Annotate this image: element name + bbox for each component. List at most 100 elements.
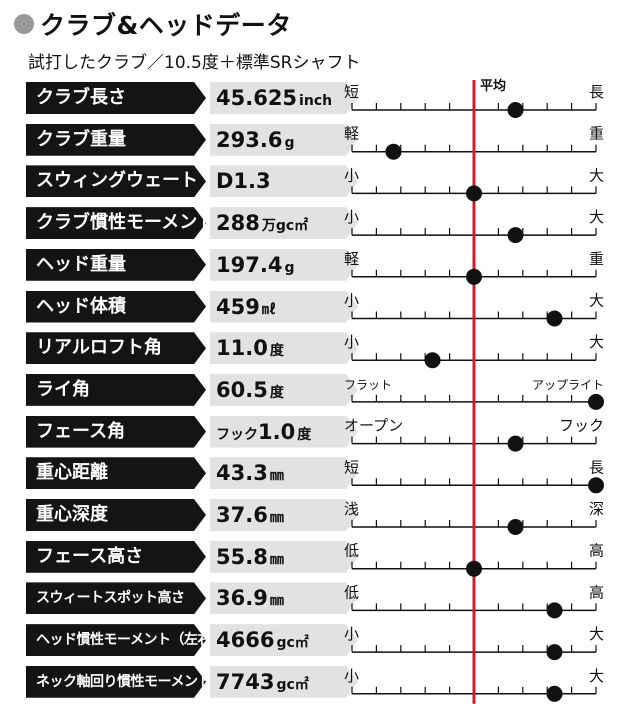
row-value: 288 万gc㎡ xyxy=(210,207,358,240)
value-marker xyxy=(546,602,563,619)
row-value: 55.8 ㎜ xyxy=(210,540,358,573)
value-number: 1.0 xyxy=(258,419,296,444)
scale-left-label: 小 xyxy=(344,667,359,685)
scale-right-label: 高 xyxy=(589,583,604,601)
value-marker xyxy=(507,435,524,452)
scale-left-label: オープン xyxy=(344,417,403,435)
value-number: D1.3 xyxy=(216,169,271,194)
average-label: 平均 xyxy=(480,78,506,94)
scale-left-label: 小 xyxy=(344,625,359,643)
value-unit: gc㎡ xyxy=(276,676,309,693)
value-marker xyxy=(546,644,563,661)
header: クラブ&ヘッドデータ xyxy=(14,6,292,42)
value-number: 55.8 xyxy=(216,544,268,569)
scale-right-label: 大 xyxy=(589,208,604,226)
value-unit: g xyxy=(284,259,295,276)
value-marker xyxy=(466,560,482,577)
data-row: スウィングウェート D1.3 xyxy=(26,165,616,198)
data-row: スウィートスポット高さ 36.9 ㎜ xyxy=(26,582,616,615)
row-label: クラブ長さ xyxy=(26,82,206,114)
value-marker xyxy=(507,102,524,118)
scale-left-label: 短 xyxy=(344,83,359,101)
scale-left-label: 低 xyxy=(344,542,359,560)
value-number: 197.4 xyxy=(216,252,283,277)
row-label: スウィートスポット高さ xyxy=(26,582,206,615)
data-row: フェース角 フック1.0 度 xyxy=(26,415,616,448)
value-unit: ㎖ xyxy=(261,301,276,318)
value-unit: gc㎡ xyxy=(276,635,309,652)
row-label: 重心距離 xyxy=(26,457,206,490)
row-value: 293.6 g xyxy=(210,123,358,156)
value-number: 459 xyxy=(216,294,260,319)
scale-right-label: フック xyxy=(559,417,604,435)
data-row: 重心距離 43.3 ㎜ xyxy=(26,457,616,490)
scale-right-label: 長 xyxy=(589,83,604,101)
scale-right-label: 長 xyxy=(589,458,604,476)
row-label: ヘッド重量 xyxy=(26,248,206,281)
row-label: フェース高さ xyxy=(26,540,206,573)
value-unit: 度 xyxy=(269,384,284,401)
scale-right-label: 大 xyxy=(589,333,604,351)
value-number: 45.625 xyxy=(216,86,298,110)
value-prefix: フック xyxy=(216,426,258,443)
value-unit: inch xyxy=(299,93,333,109)
row-value: 7743 gc㎡ xyxy=(210,665,358,698)
row-label: 重心深度 xyxy=(26,499,206,531)
rating-scale: フラット アップライト xyxy=(344,378,604,403)
row-value: 45.625 inch xyxy=(210,82,358,114)
data-row: クラブ慣性モーメント 288 万gc㎡ xyxy=(26,207,616,240)
scale-left-label: フラット xyxy=(344,378,392,392)
row-value: フック1.0 度 xyxy=(210,415,358,448)
value-marker xyxy=(466,268,482,285)
value-marker xyxy=(546,310,563,327)
row-label: スウィングウェート xyxy=(26,165,206,198)
scale-left-label: 浅 xyxy=(344,500,359,518)
page-title: クラブ&ヘッドデータ xyxy=(40,11,292,40)
value-marker xyxy=(385,143,402,160)
value-number: 60.5 xyxy=(216,377,268,402)
row-label: クラブ重量 xyxy=(26,123,206,156)
data-row: 重心深度 37.6 ㎜ xyxy=(26,499,616,531)
scale-right-label: 深 xyxy=(589,500,604,518)
scale-left-label: 低 xyxy=(344,583,359,601)
data-row: ライ角 60.5 度 xyxy=(26,373,616,406)
value-marker xyxy=(507,519,524,535)
value-number: 11.0 xyxy=(216,336,268,361)
scale-left-label: 小 xyxy=(344,292,359,310)
value-number: 37.6 xyxy=(216,503,268,527)
data-row: ネック軸回り慣性モーメント 7743 gc㎡ xyxy=(26,665,616,698)
row-label: クラブ慣性モーメント xyxy=(26,207,206,240)
value-unit: ㎜ xyxy=(269,551,284,568)
value-number: 293.6 xyxy=(216,127,283,152)
scale-left-label: 短 xyxy=(344,458,359,476)
scale-right-label: 大 xyxy=(589,292,604,310)
data-row: ヘッド重量 197.4 g xyxy=(26,248,616,281)
value-number: 43.3 xyxy=(216,461,268,486)
data-row: ヘッド体積 459 ㎖ xyxy=(26,290,616,323)
scale-left-label: 小 xyxy=(344,208,359,226)
page-subtitle: 試打したクラブ／10.5度＋標準SRシャフト xyxy=(28,53,361,73)
scale-left-label: 小 xyxy=(344,333,359,351)
scale-right-label: 重 xyxy=(589,125,604,143)
row-value: D1.3 xyxy=(210,165,358,198)
row-value: 60.5 度 xyxy=(210,373,358,406)
data-row: フェース高さ 55.8 ㎜ xyxy=(26,540,616,573)
row-value: 197.4 g xyxy=(210,248,358,281)
value-marker xyxy=(424,352,441,369)
value-unit: 度 xyxy=(297,426,312,443)
value-number: 288 xyxy=(216,211,260,236)
rating-scale: 低高 xyxy=(344,542,604,570)
value-marker xyxy=(507,227,524,244)
value-unit: 万gc㎡ xyxy=(261,218,309,235)
row-value: 11.0 度 xyxy=(210,332,358,365)
data-row: リアルロフト角 11.0 度 xyxy=(26,332,616,365)
scale-right-label: 大 xyxy=(589,625,604,643)
value-marker xyxy=(466,185,482,202)
scale-left-label: 軽 xyxy=(344,250,359,268)
scale-right-label: アップライト xyxy=(532,378,604,392)
bullet-circle-icon xyxy=(14,14,34,34)
value-unit: g xyxy=(284,134,295,151)
value-unit: 度 xyxy=(269,343,284,360)
data-row: クラブ重量 293.6 g xyxy=(26,123,616,156)
